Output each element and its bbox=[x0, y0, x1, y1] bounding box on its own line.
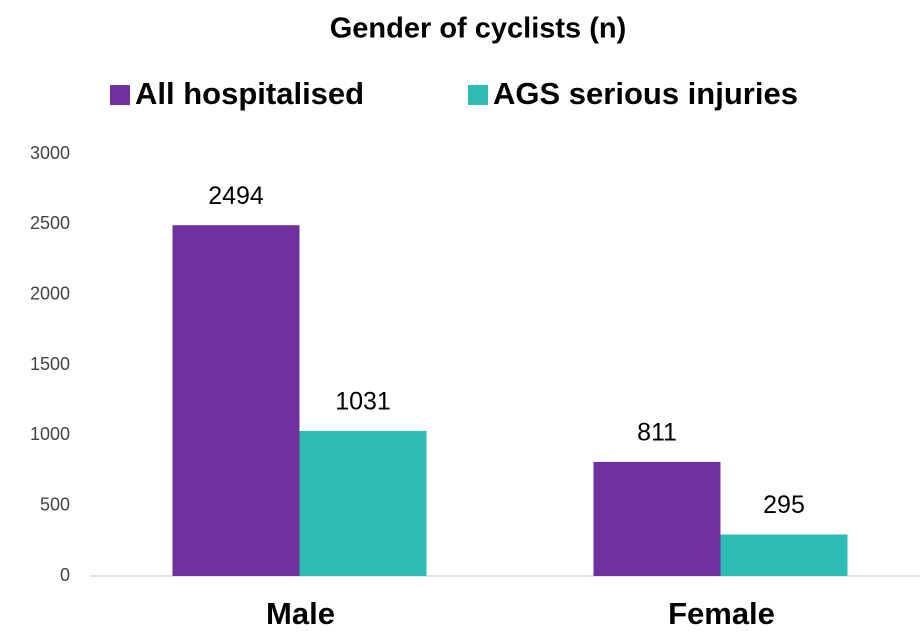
legend-swatch bbox=[468, 85, 488, 105]
legend-label: AGS serious injuries bbox=[493, 76, 798, 111]
bar bbox=[172, 225, 300, 576]
value-label: 2494 bbox=[208, 182, 264, 210]
y-tick-label: 1500 bbox=[30, 354, 70, 374]
y-tick-label: 2000 bbox=[30, 283, 70, 303]
bar bbox=[593, 461, 721, 576]
value-label: 1031 bbox=[335, 388, 391, 416]
bar bbox=[720, 534, 848, 576]
x-tick-label: Male bbox=[266, 596, 335, 631]
value-label: 811 bbox=[637, 419, 677, 447]
y-tick-label: 2500 bbox=[30, 213, 70, 233]
x-tick-label: Female bbox=[668, 596, 775, 631]
y-tick-label: 3000 bbox=[30, 143, 70, 163]
legend-swatch bbox=[110, 85, 130, 105]
legend-label: All hospitalised bbox=[135, 76, 364, 111]
value-label: 295 bbox=[763, 491, 805, 519]
y-tick-label: 0 bbox=[60, 565, 70, 585]
y-tick-label: 500 bbox=[40, 494, 70, 514]
y-tick-label: 1000 bbox=[30, 424, 70, 444]
bar bbox=[299, 430, 427, 576]
chart-title: Gender of cyclists (n) bbox=[330, 13, 627, 45]
